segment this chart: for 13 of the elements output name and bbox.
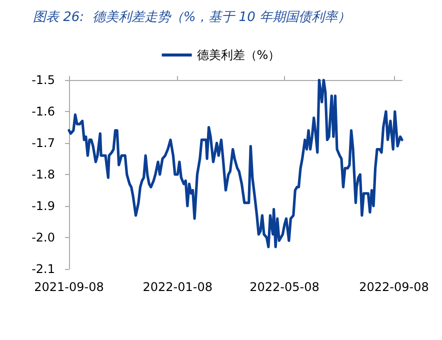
y-tick-label: -2.1 xyxy=(32,262,55,276)
chart-title: 图表 26: 德美利差走势（%，基于 10 年期国债利率） xyxy=(33,9,350,25)
y-tick-label: -1.8 xyxy=(32,168,55,182)
y-tick-label: -1.6 xyxy=(32,104,55,118)
y-tick-label: -2.0 xyxy=(32,230,55,244)
x-tick-label: 2021-09-08 xyxy=(34,280,104,294)
x-tick-label: 2022-01-08 xyxy=(142,280,212,294)
y-tick-label: -1.7 xyxy=(32,136,55,150)
x-tick-label: 2022-09-08 xyxy=(359,280,429,294)
y-tick-label: -1.9 xyxy=(32,199,55,213)
y-tick-label: -1.5 xyxy=(32,73,55,87)
legend-label: 德美利差（%） xyxy=(196,48,280,62)
x-tick-label: 2022-05-08 xyxy=(250,280,320,294)
